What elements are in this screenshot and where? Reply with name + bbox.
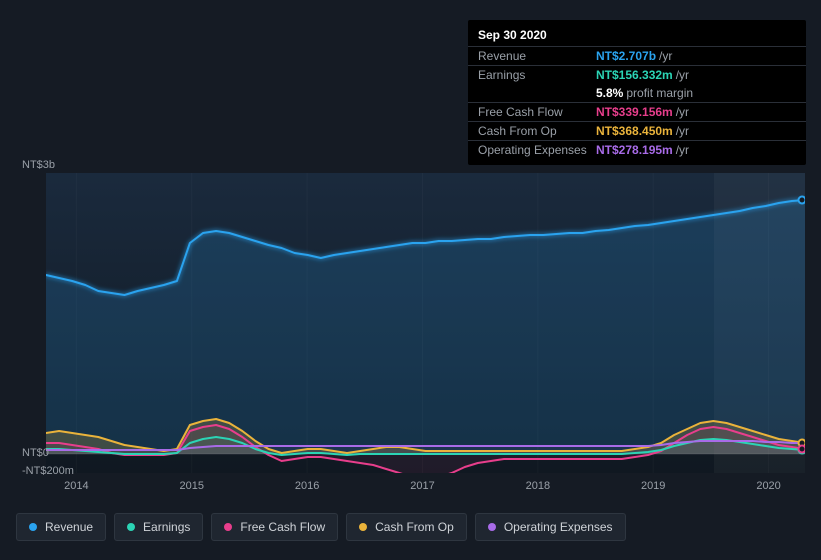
legend-label: Operating Expenses	[504, 520, 613, 534]
tooltip-row: Free Cash FlowNT$339.156m/yr	[468, 102, 806, 121]
y-label-top: NT$3b	[22, 159, 55, 171]
y-label-zero: NT$0	[22, 447, 49, 459]
tooltip-row: EarningsNT$156.332m/yr	[468, 65, 806, 84]
x-tick: 2015	[179, 480, 203, 492]
tooltip-rows: RevenueNT$2.707b/yrEarningsNT$156.332m/y…	[468, 46, 806, 159]
tooltip-row-label	[478, 86, 596, 100]
tooltip-row-value: NT$368.450m	[596, 124, 673, 138]
legend-item-operating-expenses[interactable]: Operating Expenses	[475, 513, 626, 541]
tooltip-date: Sep 30 2020	[468, 26, 806, 46]
tooltip-row-value: NT$2.707b	[596, 49, 656, 63]
tooltip-row-value: NT$156.332m	[596, 68, 673, 82]
chart-tooltip: Sep 30 2020 RevenueNT$2.707b/yrEarningsN…	[468, 20, 806, 165]
legend-swatch	[224, 523, 232, 531]
chart-svg	[46, 173, 805, 473]
legend-swatch	[488, 523, 496, 531]
legend-item-cash-from-op[interactable]: Cash From Op	[346, 513, 467, 541]
chart-plot[interactable]	[46, 173, 805, 473]
tooltip-row-value-wrap: NT$339.156m/yr	[596, 105, 689, 119]
legend: Revenue Earnings Free Cash Flow Cash From O…	[16, 513, 626, 541]
tooltip-row-label: Cash From Op	[478, 124, 596, 138]
tooltip-row-value: 5.8%	[596, 86, 623, 100]
y-label-neg: -NT$200m	[22, 465, 74, 477]
chart-area[interactable]: NT$3b NT$0 -NT$200m	[16, 155, 805, 473]
legend-label: Earnings	[143, 520, 190, 534]
tooltip-row-label: Earnings	[478, 68, 596, 82]
x-tick: 2019	[641, 480, 665, 492]
legend-swatch	[29, 523, 37, 531]
x-tick: 2018	[526, 480, 550, 492]
tooltip-row-label: Revenue	[478, 49, 596, 63]
tooltip-row-value-wrap: NT$2.707b/yr	[596, 49, 672, 63]
legend-swatch	[359, 523, 367, 531]
tooltip-row: RevenueNT$2.707b/yr	[468, 46, 806, 65]
tooltip-row-value-wrap: NT$156.332m/yr	[596, 68, 689, 82]
tooltip-row-suffix: /yr	[676, 68, 689, 82]
legend-swatch	[127, 523, 135, 531]
legend-item-free-cash-flow[interactable]: Free Cash Flow	[211, 513, 338, 541]
tooltip-row: 5.8%profit margin	[468, 84, 806, 102]
x-tick: 2016	[295, 480, 319, 492]
tooltip-row: Cash From OpNT$368.450m/yr	[468, 121, 806, 140]
x-tick: 2017	[410, 480, 434, 492]
legend-label: Revenue	[45, 520, 93, 534]
tooltip-row-suffix: /yr	[659, 49, 672, 63]
x-axis: 2014 2015 2016 2017 2018 2019 2020	[46, 480, 805, 496]
legend-item-earnings[interactable]: Earnings	[114, 513, 203, 541]
tooltip-row-suffix: /yr	[676, 105, 689, 119]
tooltip-row-label: Free Cash Flow	[478, 105, 596, 119]
tooltip-row-value-wrap: 5.8%profit margin	[596, 86, 693, 100]
legend-item-revenue[interactable]: Revenue	[16, 513, 106, 541]
tooltip-row-suffix: /yr	[676, 124, 689, 138]
tooltip-row-suffix: profit margin	[626, 86, 693, 100]
legend-label: Free Cash Flow	[240, 520, 325, 534]
tooltip-row-value-wrap: NT$368.450m/yr	[596, 124, 689, 138]
x-tick: 2014	[64, 480, 88, 492]
tooltip-row-value: NT$339.156m	[596, 105, 673, 119]
x-tick: 2020	[756, 480, 780, 492]
legend-label: Cash From Op	[375, 520, 454, 534]
